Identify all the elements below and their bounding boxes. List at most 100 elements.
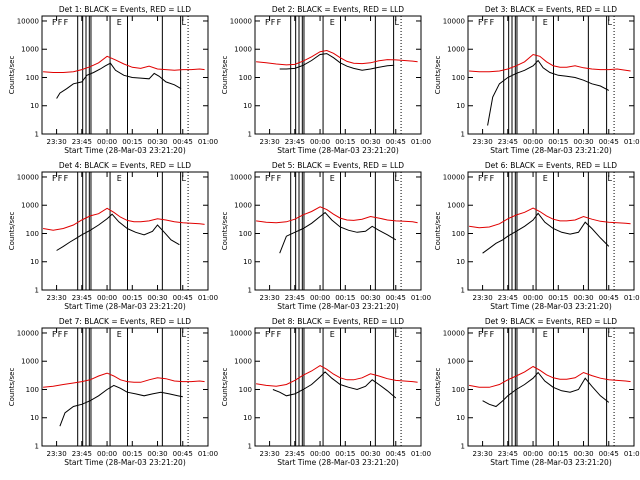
x-tick-label: 01:00 [198, 138, 218, 146]
x-tick-label: 00:45 [599, 138, 619, 146]
x-tick-label: 00:15 [122, 294, 142, 302]
y-axis-label: Counts/sec [221, 56, 229, 95]
y-tick-label: 1000 [447, 202, 465, 210]
attenuator-flag: L [607, 174, 612, 183]
y-tick-label: 1 [35, 131, 39, 139]
y-tick-label: 10 [30, 258, 39, 266]
lld-series-line [469, 53, 631, 73]
attenuator-flag: E [117, 330, 122, 339]
attenuator-flag: F [265, 330, 270, 339]
attenuator-flag: L [181, 174, 186, 183]
events-series-line [279, 53, 395, 71]
x-axis-label: Start Time (28-Mar-03 23:21:20) [490, 458, 612, 467]
x-axis-label: Start Time (28-Mar-03 23:21:20) [490, 146, 612, 155]
y-tick-label: 10 [456, 102, 465, 110]
events-series-line [482, 371, 610, 408]
events-series-line [272, 371, 397, 399]
y-tick-label: 1 [35, 443, 39, 451]
events-series-line [279, 211, 397, 254]
x-tick-label: 01:00 [198, 450, 218, 458]
attenuator-flag: F [64, 330, 69, 339]
y-tick-label: 100 [26, 230, 39, 238]
x-axis-label: Start Time (28-Mar-03 23:21:20) [277, 458, 399, 467]
attenuator-flag: F [484, 18, 489, 27]
attenuator-flag: F [277, 18, 282, 27]
x-tick-label: 23:30 [472, 294, 492, 302]
attenuator-flag: F [478, 330, 483, 339]
x-tick-label: 23:30 [259, 450, 279, 458]
x-tick-label: 00:45 [386, 450, 406, 458]
attenuator-flag: F [58, 174, 63, 183]
y-tick-label: 1000 [21, 202, 39, 210]
attenuator-flag: F [265, 18, 270, 27]
y-axis-label: Counts/sec [221, 368, 229, 407]
y-axis-label: Counts/sec [434, 56, 442, 95]
attenuator-flag: F [52, 18, 57, 27]
x-tick-label: 00:30 [573, 138, 593, 146]
lld-series-line [256, 49, 418, 66]
y-tick-label: 1000 [447, 358, 465, 366]
y-tick-label: 10 [30, 414, 39, 422]
y-tick-label: 1000 [234, 46, 252, 54]
attenuator-flag: E [330, 174, 335, 183]
panel-title: Det 8: BLACK = Events, RED = LLD [272, 317, 404, 326]
attenuator-flag: L [394, 18, 399, 27]
y-axis-label: Counts/sec [8, 212, 16, 251]
x-tick-label: 00:15 [548, 450, 568, 458]
x-tick-label: 23:30 [46, 294, 66, 302]
y-tick-label: 10000 [443, 329, 465, 337]
events-series-line [56, 213, 180, 251]
x-axis-label: Start Time (28-Mar-03 23:21:20) [64, 458, 186, 467]
y-tick-label: 1000 [234, 202, 252, 210]
attenuator-flag: F [64, 18, 69, 27]
x-tick-label: 00:15 [548, 294, 568, 302]
y-tick-label: 10000 [230, 173, 252, 181]
y-tick-label: 100 [239, 74, 252, 82]
x-tick-label: 00:00 [97, 138, 117, 146]
x-tick-label: 23:45 [498, 450, 518, 458]
attenuator-flag: E [117, 174, 122, 183]
x-tick-label: 23:45 [498, 138, 518, 146]
y-tick-label: 10000 [443, 17, 465, 25]
x-tick-label: 00:00 [523, 138, 543, 146]
x-axis-label: Start Time (28-Mar-03 23:21:20) [277, 302, 399, 311]
attenuator-flag: L [181, 330, 186, 339]
attenuator-flag: F [277, 174, 282, 183]
x-tick-label: 23:30 [472, 450, 492, 458]
x-tick-label: 00:30 [360, 138, 380, 146]
panel-title: Det 9: BLACK = Events, RED = LLD [485, 317, 617, 326]
x-tick-label: 00:45 [173, 450, 193, 458]
y-tick-label: 10000 [230, 329, 252, 337]
attenuator-flag: F [484, 330, 489, 339]
x-tick-label: 00:00 [310, 294, 330, 302]
y-tick-label: 1 [35, 287, 39, 295]
attenuator-flag: F [478, 18, 483, 27]
attenuator-flag: E [330, 330, 335, 339]
attenuator-flag: E [117, 18, 122, 27]
events-series-line [56, 62, 182, 99]
x-tick-label: 00:15 [122, 138, 142, 146]
attenuator-flag: L [394, 330, 399, 339]
x-tick-label: 23:30 [46, 450, 66, 458]
y-tick-label: 100 [452, 74, 465, 82]
x-tick-label: 23:30 [46, 138, 66, 146]
attenuator-flag: E [330, 18, 335, 27]
y-tick-label: 1000 [21, 46, 39, 54]
events-series-line [487, 59, 610, 126]
plot-frame [254, 327, 422, 447]
y-tick-label: 10000 [230, 17, 252, 25]
panel-title: Det 3: BLACK = Events, RED = LLD [485, 5, 617, 14]
attenuator-flag: F [478, 174, 483, 183]
x-tick-label: 23:45 [72, 450, 92, 458]
x-tick-label: 00:00 [310, 450, 330, 458]
attenuator-flag: F [271, 18, 276, 27]
x-tick-label: 00:30 [360, 294, 380, 302]
attenuator-flag: F [490, 174, 495, 183]
plot-frame [467, 327, 635, 447]
